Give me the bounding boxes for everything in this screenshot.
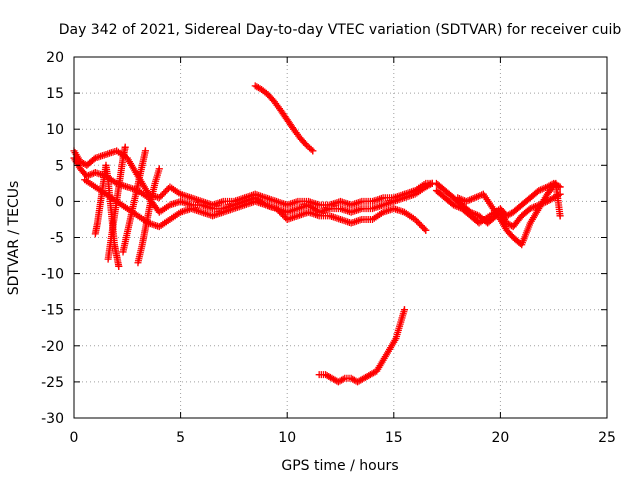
data-point xyxy=(157,192,165,200)
series-low-arc xyxy=(315,306,408,386)
y-tick-label: 10 xyxy=(46,122,64,138)
grid xyxy=(74,57,607,418)
series-spike-2 xyxy=(104,143,129,263)
data-point xyxy=(416,220,424,228)
series-main-track xyxy=(70,154,436,216)
series-spike-4 xyxy=(134,165,163,267)
data-point xyxy=(121,143,129,151)
x-tick-label: 25 xyxy=(598,430,616,446)
data-point xyxy=(309,147,317,155)
series-lower-track xyxy=(81,176,430,234)
data-point xyxy=(273,205,281,213)
data-series xyxy=(70,82,564,386)
y-tick-label: -30 xyxy=(41,411,64,427)
data-point xyxy=(155,194,163,202)
x-axis-label: GPS time / hours xyxy=(281,458,398,474)
ticks: 0 5 10 15 20 25 -30 -25 -20 -15 -10 -5 0 5 10 15 20 xyxy=(41,50,616,446)
data-point xyxy=(339,375,347,383)
x-tick-label: 15 xyxy=(385,430,403,446)
series-late-track-b xyxy=(432,179,564,227)
data-point xyxy=(400,306,408,314)
data-point xyxy=(274,206,282,214)
y-tick-label: -25 xyxy=(41,375,64,391)
y-tick-label: 0 xyxy=(55,194,64,210)
chart-title: Day 342 of 2021, Sidereal Day-to-day VTE… xyxy=(59,22,622,38)
data-point xyxy=(158,191,166,199)
data-point xyxy=(422,226,430,234)
y-tick-label: 5 xyxy=(55,158,64,174)
data-point xyxy=(417,222,425,230)
y-tick-label: 15 xyxy=(46,86,64,102)
data-point xyxy=(161,188,169,196)
data-point xyxy=(279,211,287,219)
series-late-track-c xyxy=(454,179,564,249)
data-point xyxy=(420,225,428,233)
data-point xyxy=(411,215,419,223)
y-tick-label: -10 xyxy=(41,267,64,283)
y-axis-label: SDTVAR / TECUs xyxy=(6,181,22,296)
data-point xyxy=(141,147,149,155)
data-point xyxy=(414,219,422,227)
data-point xyxy=(276,208,284,216)
series-spike-3 xyxy=(119,147,149,256)
data-point xyxy=(307,145,315,153)
data-point xyxy=(556,212,564,220)
series-high-arc xyxy=(251,82,317,155)
x-tick-label: 5 xyxy=(176,430,185,446)
x-tick-label: 20 xyxy=(491,430,509,446)
x-tick-label: 0 xyxy=(70,430,79,446)
data-point xyxy=(115,262,123,270)
data-point xyxy=(419,223,427,231)
y-tick-label: -5 xyxy=(50,231,64,247)
y-tick-label: -15 xyxy=(41,303,64,319)
data-point xyxy=(413,217,421,225)
x-tick-label: 10 xyxy=(278,430,296,446)
y-tick-label: -20 xyxy=(41,339,64,355)
data-point xyxy=(160,189,168,197)
data-point xyxy=(277,209,285,217)
y-tick-label: 20 xyxy=(46,50,64,66)
data-point xyxy=(155,165,163,173)
data-point xyxy=(163,186,171,194)
data-point xyxy=(280,212,288,220)
plot-frame xyxy=(73,56,608,419)
